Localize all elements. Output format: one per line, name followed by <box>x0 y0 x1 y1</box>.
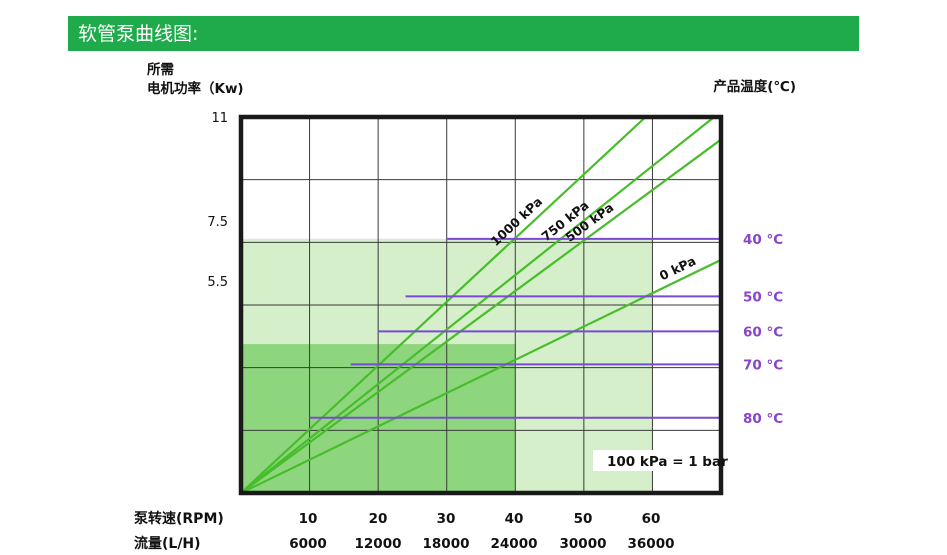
x-tick-label: 18000 <box>423 536 470 552</box>
x-tick-label: 50 <box>574 511 593 527</box>
x-tick-label: 20 <box>369 511 388 527</box>
temperature-label: 40 °C <box>743 232 783 248</box>
pressure-line-4 <box>240 258 722 494</box>
pressure-line-2 <box>240 116 715 494</box>
y-tick-label: 7.5 <box>207 215 228 230</box>
unit-note-text: 100 kPa = 1 bar <box>607 454 728 470</box>
pressure-line-1 <box>240 116 647 494</box>
temperature-label: 70 °C <box>743 357 783 373</box>
x-tick-label: 60 <box>642 511 661 527</box>
x-tick-label: 36000 <box>628 536 675 552</box>
header-bar: 软管泵曲线图: <box>68 16 859 51</box>
x-tick-label: 12000 <box>355 536 402 552</box>
temperature-axis-title: 产品温度(℃) <box>713 78 796 95</box>
y-tick-label: 5.5 <box>207 275 228 290</box>
x-tick-label: 30000 <box>560 536 607 552</box>
unit-note: 100 kPa = 1 bar <box>593 450 728 471</box>
x-axis-title: 泵转速(RPM) <box>134 510 224 527</box>
temperature-label: 80 °C <box>743 411 783 427</box>
temperature-label: 50 °C <box>743 289 783 305</box>
temperature-label: 60 °C <box>743 324 783 340</box>
y-axis-title-line: 所需 <box>147 61 174 78</box>
x-tick-label: 24000 <box>491 536 538 552</box>
plot-frame <box>238 114 724 496</box>
pressure-line-3 <box>240 138 722 494</box>
page-title: 软管泵曲线图: <box>78 23 199 45</box>
x-axis-title: 流量(L/H) <box>134 535 201 552</box>
x-tick-label: 6000 <box>289 536 327 552</box>
grid <box>241 117 721 493</box>
y-tick-label: 11 <box>211 111 228 126</box>
x-tick-label: 40 <box>505 511 524 527</box>
pressure-label: 0 kPa <box>657 253 698 283</box>
y-axis-title-line: 电机功率（Kw) <box>147 80 244 97</box>
x-tick-label: 30 <box>437 511 456 527</box>
x-tick-label: 10 <box>299 511 318 527</box>
